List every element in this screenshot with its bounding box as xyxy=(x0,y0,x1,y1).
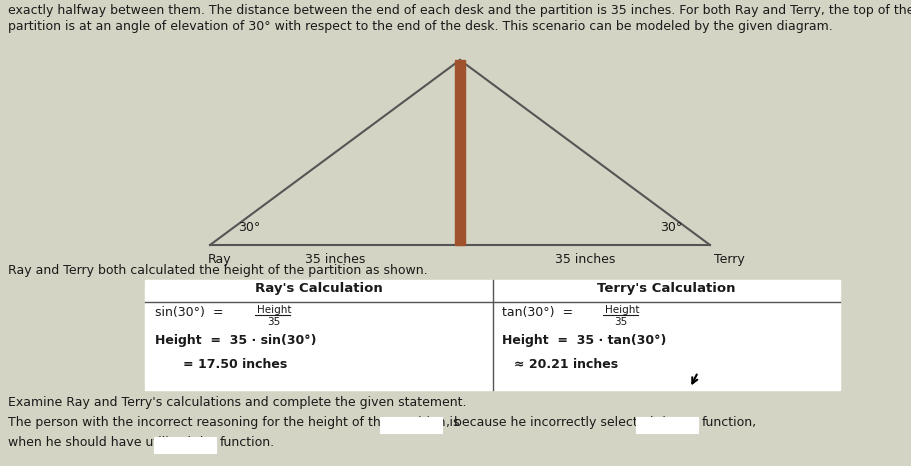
Text: Height: Height xyxy=(257,305,292,315)
Bar xyxy=(145,280,840,390)
Text: 30°: 30° xyxy=(660,221,682,234)
Text: Height: Height xyxy=(605,305,639,315)
Text: Ray and Terry both calculated the height of the partition as shown.: Ray and Terry both calculated the height… xyxy=(8,264,427,277)
Text: Ray's Calculation: Ray's Calculation xyxy=(255,282,383,295)
Text: Height  =  35 · tan(30°): Height = 35 · tan(30°) xyxy=(503,334,667,347)
Text: Ray: Ray xyxy=(208,253,231,266)
Text: partition is at an angle of elevation of 30° with respect to the end of the desk: partition is at an angle of elevation of… xyxy=(8,20,833,33)
Text: 35: 35 xyxy=(267,317,281,327)
Text: function.: function. xyxy=(220,436,275,449)
Bar xyxy=(455,235,465,245)
Text: Examine Ray and Terry's calculations and complete the given statement.: Examine Ray and Terry's calculations and… xyxy=(8,396,466,409)
Bar xyxy=(380,417,442,433)
Text: Height  =  35 · sin(30°): Height = 35 · sin(30°) xyxy=(155,334,316,347)
Text: exactly halfway between them. The distance between the end of each desk and the : exactly halfway between them. The distan… xyxy=(8,4,911,17)
Text: tan(30°)  =: tan(30°) = xyxy=(503,306,574,319)
Text: = 17.50 inches: = 17.50 inches xyxy=(183,358,287,371)
Text: 30°: 30° xyxy=(238,221,261,234)
Text: ⌄: ⌄ xyxy=(686,420,694,430)
Text: function,: function, xyxy=(702,416,757,429)
Text: ⌄: ⌄ xyxy=(204,440,212,450)
Text: 35 inches: 35 inches xyxy=(305,253,365,266)
Bar xyxy=(455,60,465,245)
Text: 35: 35 xyxy=(615,317,628,327)
Text: , because he incorrectly selected the: , because he incorrectly selected the xyxy=(446,416,678,429)
Text: Terry: Terry xyxy=(714,253,745,266)
Bar xyxy=(636,417,698,433)
Text: sin(30°)  =: sin(30°) = xyxy=(155,306,223,319)
Text: 35 inches: 35 inches xyxy=(555,253,615,266)
Bar xyxy=(154,437,216,453)
Text: ≈ 20.21 inches: ≈ 20.21 inches xyxy=(515,358,619,371)
Text: Terry's Calculation: Terry's Calculation xyxy=(597,282,735,295)
Text: The person with the incorrect reasoning for the height of the partition is: The person with the incorrect reasoning … xyxy=(8,416,459,429)
Text: ⌄: ⌄ xyxy=(430,420,438,430)
Text: when he should have utilized the: when he should have utilized the xyxy=(8,436,216,449)
